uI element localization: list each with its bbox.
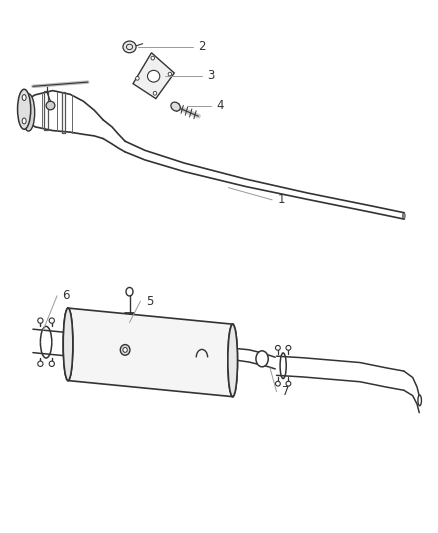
Ellipse shape	[46, 101, 55, 110]
Ellipse shape	[38, 361, 43, 367]
Ellipse shape	[63, 308, 73, 381]
Ellipse shape	[151, 56, 154, 60]
Text: 2: 2	[198, 41, 205, 53]
Ellipse shape	[135, 76, 139, 80]
Ellipse shape	[417, 395, 420, 406]
Ellipse shape	[168, 72, 171, 76]
Ellipse shape	[153, 92, 156, 95]
Ellipse shape	[123, 348, 127, 352]
Ellipse shape	[147, 70, 159, 82]
Ellipse shape	[22, 94, 35, 131]
Ellipse shape	[63, 308, 73, 381]
Text: 3: 3	[207, 69, 214, 82]
Text: 4: 4	[215, 99, 223, 112]
Polygon shape	[68, 308, 232, 397]
Ellipse shape	[49, 361, 54, 367]
Ellipse shape	[170, 102, 180, 111]
Text: 6: 6	[62, 289, 70, 302]
Ellipse shape	[402, 213, 404, 219]
Ellipse shape	[227, 324, 237, 397]
Text: 1: 1	[277, 193, 284, 206]
Ellipse shape	[38, 318, 43, 324]
Ellipse shape	[49, 318, 54, 324]
Ellipse shape	[123, 41, 136, 53]
Polygon shape	[133, 53, 174, 99]
Ellipse shape	[286, 381, 290, 386]
Ellipse shape	[227, 324, 237, 397]
Ellipse shape	[120, 344, 130, 355]
Text: 5: 5	[145, 295, 153, 308]
Ellipse shape	[22, 94, 26, 100]
Ellipse shape	[275, 381, 279, 386]
Ellipse shape	[22, 118, 26, 124]
Text: 7: 7	[281, 385, 289, 398]
Ellipse shape	[18, 89, 31, 130]
Ellipse shape	[275, 345, 279, 350]
Ellipse shape	[286, 345, 290, 350]
Ellipse shape	[255, 351, 268, 367]
